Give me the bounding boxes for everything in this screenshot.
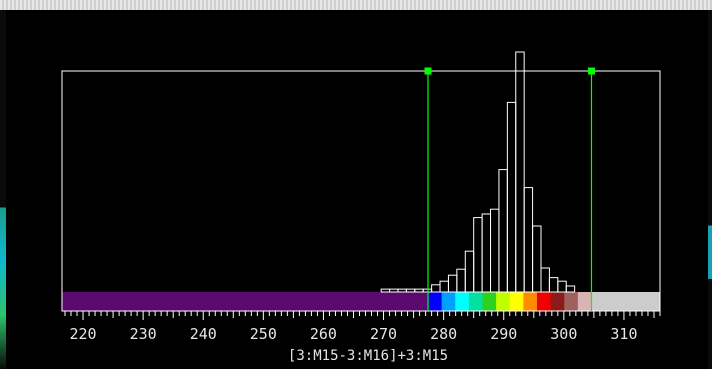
histogram-bar [389,288,399,293]
histogram-bar [565,285,576,293]
colorbar-segment [536,292,552,311]
histogram-bar [464,250,475,293]
range-max-handle[interactable] [587,67,595,75]
colorbar-segment [564,292,579,311]
x-tick-label: 300 [550,325,577,343]
histogram-bar [557,280,567,293]
x-tick-label: 240 [190,325,217,343]
histogram-bar [498,169,508,293]
x-tick-label: 290 [490,325,517,343]
histogram-bar [414,288,424,293]
colorbar-segment [496,292,511,311]
x-tick-label: 280 [430,325,457,343]
x-tick-label: 230 [130,325,157,343]
x-tick-label: 250 [250,325,277,343]
histogram-bar [540,267,550,293]
histogram-bar [380,288,391,293]
colorbar [62,292,660,311]
colorbar-below-range [62,292,429,311]
colorbar-segment [577,292,593,311]
histogram-bar [422,288,433,293]
histogram-bar [405,288,416,293]
histogram-bar [473,217,483,293]
histogram-bar [397,288,407,293]
x-tick-label: 310 [610,325,637,343]
histogram-bar [456,268,466,293]
histogram-bar [506,101,517,293]
colorbar-segment [523,292,538,311]
x-tick-label: 270 [370,325,397,343]
plot-frame [61,70,661,312]
colorbar-segment [509,292,524,311]
histogram-bar [548,277,559,293]
x-axis-label: [3:M15-3:M16]+3:M15 [288,348,448,364]
x-axis-tick-labels: 220 230 240 250 260 270 280 290 300 310 [69,325,637,343]
histogram-bar [523,187,534,293]
range-handles[interactable] [424,67,595,312]
colorbar-segment [468,292,484,311]
x-axis-ticks [64,311,661,320]
x-tick-label: 220 [69,325,96,343]
histogram-bar [515,51,525,293]
window-right-edge [708,10,712,369]
colorbar-above-range [591,292,660,311]
histogram-bars [380,51,576,293]
colorbar-segment [482,292,497,311]
window-top-edge [0,0,712,10]
histogram-bar [431,284,441,293]
histogram-bar [490,208,500,293]
window-left-edge [0,10,6,369]
histogram-bar [447,274,458,293]
range-min-handle[interactable] [424,67,432,75]
colorbar-segment [428,292,443,311]
histogram-bar [532,225,542,293]
colorbar-segment [550,292,565,311]
colorbar-segment [455,292,470,311]
colorbar-segment [441,292,456,311]
x-tick-label: 260 [310,325,337,343]
histogram-bar [481,213,492,293]
histogram-bar [439,280,449,293]
